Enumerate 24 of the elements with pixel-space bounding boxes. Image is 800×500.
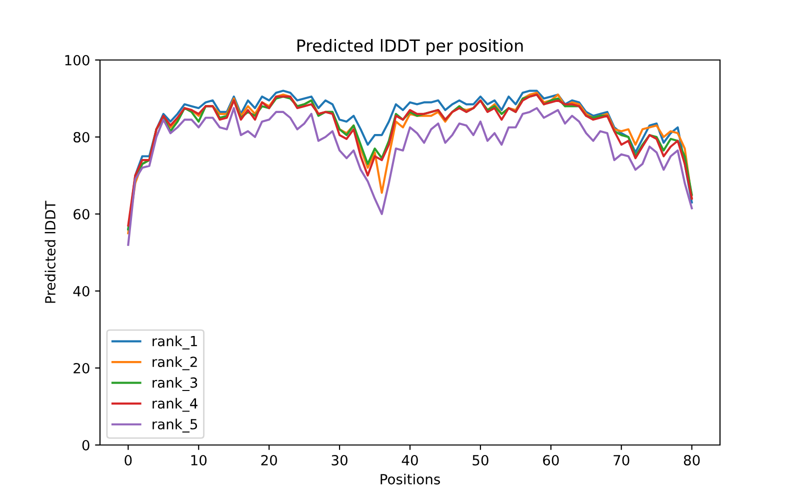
x-tick-label: 70 <box>614 454 630 466</box>
y-tick-label: 60 <box>74 208 90 220</box>
x-tick-label: 50 <box>472 454 488 466</box>
x-tick-label: 20 <box>261 454 278 466</box>
y-axis-title: Predicted lDDT <box>44 200 56 303</box>
y-tick-label: 20 <box>74 362 90 374</box>
y-tick-label: 0 <box>82 440 90 450</box>
x-tick-label: 30 <box>332 454 348 466</box>
y-tick-label: 80 <box>74 132 90 142</box>
x-tick-label: 0 <box>124 454 132 466</box>
x-tick-label: 80 <box>684 454 700 466</box>
legend-label: rank_4 <box>152 398 198 412</box>
legend-label: rank_5 <box>152 418 198 432</box>
x-tick-label: 40 <box>402 454 418 466</box>
x-axis-title: Positions <box>380 474 440 484</box>
x-tick-label: 10 <box>191 454 207 466</box>
legend-label: rank_1 <box>152 336 197 350</box>
y-tick-label: 100 <box>65 54 90 66</box>
x-tick-label: 60 <box>543 454 559 466</box>
chart-title: Predicted lDDT per position <box>297 39 523 56</box>
legend-label: rank_2 <box>152 356 197 370</box>
y-tick-label: 40 <box>73 286 90 296</box>
legend-label: rank_3 <box>152 377 198 391</box>
line-series <box>127 107 693 246</box>
